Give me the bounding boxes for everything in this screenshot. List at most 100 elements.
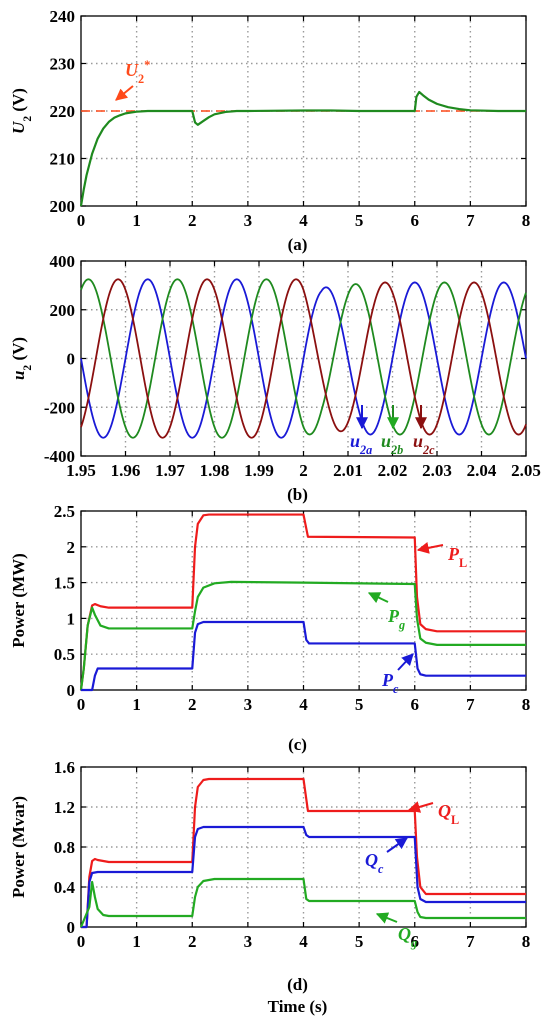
phase-voltage-2c <box>80 278 527 439</box>
arrow-Pc <box>397 653 414 671</box>
y-tick-label: 200 <box>50 197 76 216</box>
x-tick-label: 1 <box>132 211 141 230</box>
x-tick-label: 5 <box>355 211 364 230</box>
chart-d: 0 1 2 3 4 5 6 7 8 0 0.4 0.8 1.2 1.6 (d) Power (Mvar) Tim… <box>9 758 530 1016</box>
y-tick-label: -400 <box>44 447 75 466</box>
panel-caption: (c) <box>288 735 307 754</box>
x-tick-label: 2 <box>299 461 308 480</box>
y-axis-label: U2 (V) <box>9 88 34 134</box>
y-tick-label: 0.8 <box>54 838 75 857</box>
x-tick-label: 1 <box>132 932 141 951</box>
panel-caption: (d) <box>287 975 308 994</box>
y-tick-label: 1.6 <box>54 758 75 777</box>
x-tick-label: 6 <box>411 932 420 951</box>
phase-voltage-2b <box>80 278 527 439</box>
x-tick-label: 2 <box>188 695 197 714</box>
x-tick-label: 2 <box>188 932 197 951</box>
panel-caption: (b) <box>287 485 308 504</box>
y-tick-label: 0 <box>67 350 76 369</box>
x-tick-label: 2.05 <box>511 461 541 480</box>
x-tick-label: 1.99 <box>244 461 274 480</box>
x-tick-label: 2.04 <box>467 461 497 480</box>
phase-voltage-2a <box>80 278 527 439</box>
x-tick-label: 1.98 <box>200 461 230 480</box>
y-tick-label: 220 <box>50 102 76 121</box>
y-axis-label: u2 (V) <box>9 337 34 380</box>
phase-label-2b: u2b <box>381 431 403 457</box>
x-tick-label: 8 <box>522 932 531 951</box>
power-trace-c <box>81 620 526 692</box>
y-tick-label: 230 <box>50 55 76 74</box>
x-tick-label: 7 <box>466 932 475 951</box>
x-tick-label: 3 <box>244 695 253 714</box>
y-tick-label: 240 <box>50 7 76 26</box>
phase-label-2c: u2c <box>413 431 435 457</box>
x-tick-label: 5 <box>355 932 364 951</box>
label-PL: PL <box>447 544 467 570</box>
y-tick-label: 1.2 <box>54 798 75 817</box>
reference-arrow <box>115 85 134 101</box>
y-tick-label: 0 <box>67 918 76 937</box>
y-tick-label: 0.4 <box>54 878 76 897</box>
reactive-trace-L <box>81 777 526 929</box>
x-tick-label: 4 <box>299 695 308 714</box>
x-tick-label: 0 <box>77 695 86 714</box>
chart-c: 0 1 2 3 4 5 6 7 8 0 0.5 1 1.5 2 2.5 (c) Power (MW) PL Pg Pc <box>9 502 530 754</box>
label-QL: QL <box>438 801 459 827</box>
y-tick-label: 0 <box>67 681 76 700</box>
x-tick-label: 2 <box>188 211 197 230</box>
x-tick-label: 8 <box>522 695 531 714</box>
arrow-QL <box>407 801 434 813</box>
label-Qg: Qg <box>398 924 417 950</box>
label-Pc: Pc <box>381 670 399 696</box>
y-tick-label: 1.5 <box>54 574 75 593</box>
x-tick-label: 7 <box>466 695 475 714</box>
y-tick-label: 1 <box>67 609 76 628</box>
reactive-trace-c <box>81 825 526 929</box>
x-tick-label: 5 <box>355 695 364 714</box>
x-tick-label: 3 <box>244 932 253 951</box>
x-tick-label: 2.02 <box>378 461 408 480</box>
y-tick-label: 2 <box>67 538 76 557</box>
arrow-Qc <box>386 837 408 853</box>
y-axis-label: Power (MW) <box>9 553 28 648</box>
reactive-trace-g <box>79 877 526 928</box>
label-Pg: Pg <box>387 606 405 632</box>
plot-frame <box>80 510 527 691</box>
x-tick-label: 6 <box>411 211 420 230</box>
x-tick-label: 0 <box>77 211 86 230</box>
x-axis-label: Time (s) <box>268 997 328 1016</box>
voltage-trace <box>79 90 526 207</box>
y-tick-label: 0.5 <box>54 645 75 664</box>
x-tick-label: 8 <box>522 211 531 230</box>
x-tick-label: 0 <box>77 932 86 951</box>
chart-b: 1.95 1.96 1.97 1.98 1.99 2 2.01 2.02 2.03 2.04 2.0… <box>9 252 541 504</box>
y-tick-label: -200 <box>44 398 75 417</box>
y-tick-label: 200 <box>50 301 76 320</box>
y-tick-label: 2.5 <box>54 502 75 521</box>
x-tick-label: 6 <box>411 695 420 714</box>
y-tick-label: 400 <box>50 252 76 271</box>
panel-caption: (a) <box>288 235 308 254</box>
y-axis-label: Power (Mvar) <box>9 796 28 898</box>
arrow-Qg <box>375 912 398 924</box>
label-Qc: Qc <box>365 850 384 876</box>
x-tick-label: 7 <box>466 211 475 230</box>
y-tick-label: 210 <box>50 150 76 169</box>
arrow-PL <box>416 541 444 554</box>
x-tick-label: 1.96 <box>111 461 141 480</box>
power-trace-L <box>79 513 526 691</box>
plot-frame <box>80 766 527 928</box>
reference-label: U2* <box>125 58 150 86</box>
x-tick-label: 3 <box>244 211 253 230</box>
x-tick-label: 1.97 <box>155 461 185 480</box>
power-trace-g <box>79 580 526 691</box>
x-tick-label: 1 <box>132 695 141 714</box>
x-tick-label: 4 <box>299 211 308 230</box>
x-tick-label: 1.95 <box>66 461 96 480</box>
chart-a: 0 1 2 3 4 5 6 7 8 200 210 220 230 240 (a) U2 (V) U2* <box>9 7 530 254</box>
x-tick-label: 2.03 <box>422 461 452 480</box>
x-tick-label: 2.01 <box>333 461 363 480</box>
phase-label-2a: u2a <box>350 431 372 457</box>
